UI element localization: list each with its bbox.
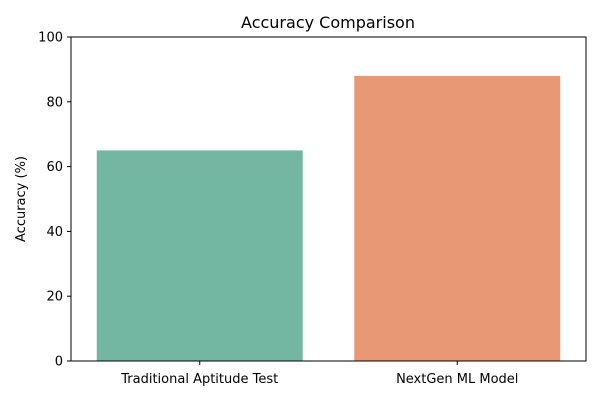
y-tick-label-3: 60 — [46, 160, 63, 175]
plot-area-frame — [70, 36, 587, 362]
bar-1 — [354, 75, 561, 361]
y-axis-label: Accuracy (%) — [14, 156, 29, 242]
y-tick-label-0: 0 — [55, 355, 63, 370]
x-tick-label-1: NextGen ML Model — [396, 372, 518, 387]
y-tick-label-5: 100 — [38, 31, 63, 46]
y-tick-label-2: 40 — [46, 225, 63, 240]
y-tick-label-4: 80 — [46, 95, 63, 110]
x-tick-label-0: Traditional Aptitude Test — [120, 372, 278, 387]
y-tick-label-1: 20 — [46, 290, 63, 305]
bar-0 — [96, 150, 303, 361]
x-axis-ticks: Traditional Aptitude Test NextGen ML Mode… — [120, 361, 518, 387]
bars-group — [96, 75, 561, 361]
y-axis-ticks: 0 20 40 60 80 100 — [38, 31, 71, 370]
chart-title: Accuracy Comparison — [241, 13, 415, 32]
